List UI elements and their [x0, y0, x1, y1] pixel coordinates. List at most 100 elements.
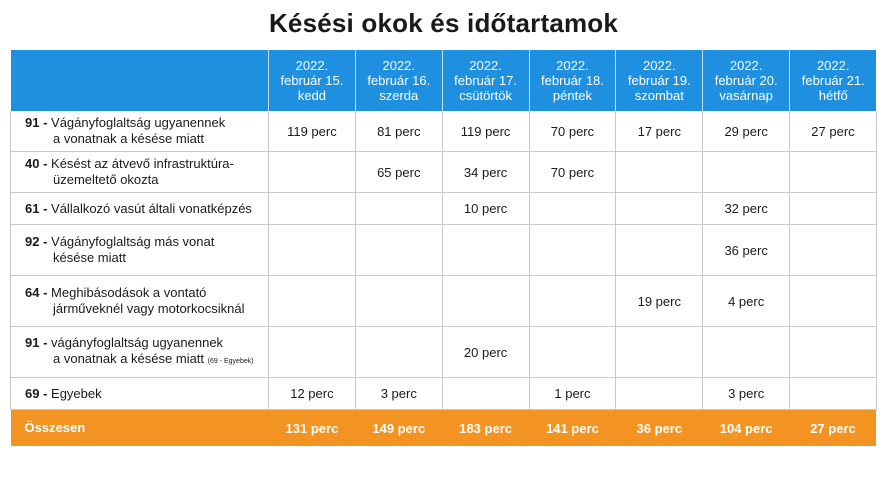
reason-line-1: vágányfoglaltság ugyanennek — [51, 334, 224, 350]
value-cell — [442, 224, 530, 276]
value-cell: 12 perc — [268, 377, 356, 410]
header-weekday: hétfő — [818, 88, 848, 103]
header-weekday: szombat — [634, 88, 684, 103]
value-cell — [789, 192, 877, 225]
reason-code: 69 - — [25, 385, 48, 401]
page-title: Késési okok és időtartamok — [268, 8, 619, 38]
total-cell: 27 perc — [789, 409, 877, 446]
value-cell: 81 perc — [355, 111, 443, 152]
reason-line-2-wrap: a vonatnak a késése miatt (69 - Egyebek) — [25, 351, 268, 370]
reason-cell: 69 - Egyebek — [10, 377, 269, 410]
reason-line-2: üzemeltető okozta — [53, 172, 159, 187]
reason-line-1: Egyebek — [51, 385, 102, 401]
header-corner — [10, 50, 269, 111]
table-row: 40 - Késést az átvevő infrastruktúra- üz… — [10, 151, 877, 193]
reason-line-1: Vágányfoglaltság más vonat — [51, 234, 215, 249]
reason-cell: 91 - Vágányfoglaltság ugyanennek a vonat… — [10, 111, 269, 152]
value-cell — [615, 224, 704, 276]
total-row: Összesen 131 perc 149 perc 183 perc 141 … — [10, 409, 877, 446]
header-year: 2022. — [816, 58, 850, 73]
total-cell: 104 perc — [702, 409, 790, 446]
value-cell: 32 perc — [702, 192, 791, 225]
reason-cell: 92 - Vágányfoglaltság más vonat késése m… — [10, 224, 269, 276]
table-row: 92 - Vágányfoglaltság más vonat késése m… — [10, 224, 877, 276]
value-cell — [355, 224, 443, 276]
header-date: február 15. — [280, 73, 344, 88]
delay-table: 2022. február 15. kedd 2022. február 16. sze… — [10, 50, 877, 446]
value-cell — [615, 151, 704, 193]
header-weekday: kedd — [297, 88, 327, 103]
value-cell: 119 perc — [268, 111, 356, 152]
value-cell: 1 perc — [529, 377, 617, 410]
table-row: 69 - Egyebek 12 perc 3 perc 1 perc 3 per… — [10, 377, 877, 410]
reason-line-1: Késést az átvevő infrastruktúra- — [51, 156, 234, 171]
value-cell: 3 perc — [355, 377, 443, 410]
value-cell — [529, 192, 617, 225]
reason-code: 91 - — [25, 115, 48, 130]
header-date: február 17. — [454, 73, 518, 88]
value-cell: 70 perc — [529, 151, 617, 193]
header-year: 2022. — [729, 58, 763, 73]
value-cell: 70 perc — [529, 111, 617, 152]
value-cell — [789, 377, 877, 410]
value-cell — [268, 151, 356, 193]
column-header: 2022. február 18. péntek — [529, 50, 617, 111]
value-cell: 27 perc — [789, 111, 877, 152]
value-cell — [355, 326, 443, 378]
table-row: 64 - Meghibásodások a vontató járművekné… — [10, 275, 877, 327]
reason-code: 64 - — [25, 285, 48, 300]
reason-line-2: a vonatnak a késése miatt — [53, 131, 205, 146]
header-date: február 18. — [541, 73, 604, 88]
reason-cell: 91 - vágányfoglaltság ugyanennek a vonat… — [10, 326, 269, 378]
value-cell: 36 perc — [702, 224, 791, 276]
column-header: 2022. február 16. szerda — [355, 50, 443, 111]
table-row: 91 - vágányfoglaltság ugyanennek a vonat… — [10, 326, 877, 378]
value-cell: 4 perc — [702, 275, 791, 327]
value-cell — [789, 151, 877, 193]
reason-note: (69 - Egyebek) — [207, 357, 254, 365]
value-cell — [268, 192, 356, 225]
column-header: 2022. február 15. kedd — [268, 50, 356, 111]
column-header: 2022. február 17. csütörtök — [442, 50, 530, 111]
value-cell — [615, 192, 704, 225]
value-cell — [615, 377, 704, 410]
value-cell — [702, 326, 791, 378]
value-cell — [268, 275, 356, 327]
value-cell — [789, 275, 877, 327]
reason-line-1: Meghibásodások a vontató — [51, 285, 207, 300]
value-cell — [442, 377, 530, 410]
value-cell: 119 perc — [442, 111, 530, 152]
column-header: 2022. február 21. hétfő — [789, 50, 877, 111]
total-cell: 141 perc — [529, 409, 616, 446]
value-cell — [355, 275, 443, 327]
reason-cell: 64 - Meghibásodások a vontató járművekné… — [10, 275, 269, 327]
header-date: február 20. — [714, 73, 778, 88]
header-weekday: vasárnap — [719, 88, 773, 103]
total-cell: 36 perc — [615, 409, 703, 446]
value-cell: 3 perc — [702, 377, 791, 410]
header-weekday: szerda — [379, 88, 419, 103]
header-date: február 19. — [627, 73, 691, 88]
value-cell: 65 perc — [355, 151, 443, 193]
value-cell — [615, 326, 704, 378]
reason-code: 92 - — [25, 234, 48, 249]
reason-line-1: Vállalkozó vasút általi vonatképzés — [51, 200, 252, 216]
header-year: 2022. — [382, 58, 416, 73]
table-row: 61 - Vállalkozó vasút általi vonatképzés… — [10, 192, 877, 225]
header-date: február 21. — [801, 73, 865, 88]
header-weekday: péntek — [552, 88, 592, 103]
value-cell — [355, 192, 443, 225]
value-cell — [789, 224, 877, 276]
reason-cell: 40 - Késést az átvevő infrastruktúra- üz… — [10, 151, 269, 193]
header-date: február 16. — [367, 73, 431, 88]
column-header: 2022. február 19. szombat — [615, 50, 704, 111]
value-cell — [529, 326, 617, 378]
value-cell — [789, 326, 877, 378]
total-cell: 131 perc — [268, 409, 356, 446]
value-cell: 17 perc — [615, 111, 704, 152]
value-cell — [442, 275, 530, 327]
header-year: 2022. — [643, 58, 676, 73]
total-label: Összesen — [10, 409, 269, 446]
reason-line-2: járműveknél vagy motorkocsiknál — [53, 301, 245, 316]
value-cell: 10 perc — [442, 192, 530, 225]
